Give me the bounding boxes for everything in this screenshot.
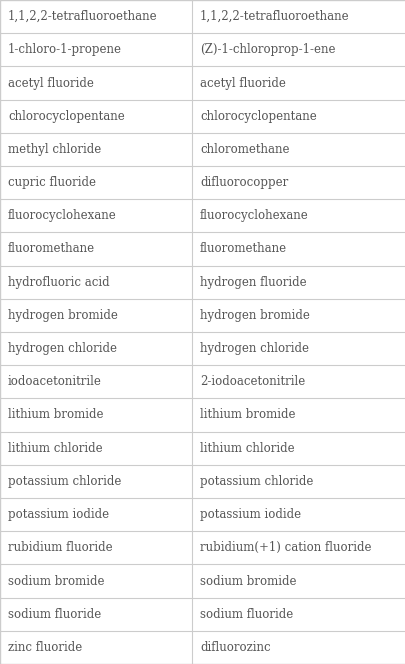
Text: sodium bromide: sodium bromide bbox=[200, 574, 296, 588]
Text: zinc fluoride: zinc fluoride bbox=[8, 641, 82, 654]
Text: chlorocyclopentane: chlorocyclopentane bbox=[200, 110, 316, 123]
Text: lithium chloride: lithium chloride bbox=[200, 442, 294, 455]
Text: sodium fluoride: sodium fluoride bbox=[8, 608, 101, 621]
Text: potassium chloride: potassium chloride bbox=[8, 475, 121, 488]
Text: methyl chloride: methyl chloride bbox=[8, 143, 101, 156]
Text: rubidium fluoride: rubidium fluoride bbox=[8, 541, 112, 554]
Text: chlorocyclopentane: chlorocyclopentane bbox=[8, 110, 124, 123]
Text: sodium fluoride: sodium fluoride bbox=[200, 608, 292, 621]
Text: lithium bromide: lithium bromide bbox=[8, 408, 103, 422]
Text: hydrogen chloride: hydrogen chloride bbox=[8, 342, 117, 355]
Text: acetyl fluoride: acetyl fluoride bbox=[200, 76, 285, 90]
Text: iodoacetonitrile: iodoacetonitrile bbox=[8, 375, 102, 388]
Text: hydrogen fluoride: hydrogen fluoride bbox=[200, 276, 306, 289]
Text: acetyl fluoride: acetyl fluoride bbox=[8, 76, 94, 90]
Text: potassium chloride: potassium chloride bbox=[200, 475, 313, 488]
Text: hydrofluoric acid: hydrofluoric acid bbox=[8, 276, 109, 289]
Text: fluoromethane: fluoromethane bbox=[200, 242, 286, 256]
Text: potassium iodide: potassium iodide bbox=[8, 508, 109, 521]
Text: lithium chloride: lithium chloride bbox=[8, 442, 102, 455]
Text: sodium bromide: sodium bromide bbox=[8, 574, 104, 588]
Text: fluoromethane: fluoromethane bbox=[8, 242, 95, 256]
Text: hydrogen bromide: hydrogen bromide bbox=[8, 309, 117, 322]
Text: lithium bromide: lithium bromide bbox=[200, 408, 295, 422]
Text: hydrogen chloride: hydrogen chloride bbox=[200, 342, 308, 355]
Text: potassium iodide: potassium iodide bbox=[200, 508, 301, 521]
Text: chloromethane: chloromethane bbox=[200, 143, 289, 156]
Text: (Z)-1-chloroprop-1-ene: (Z)-1-chloroprop-1-ene bbox=[200, 43, 335, 56]
Text: cupric fluoride: cupric fluoride bbox=[8, 176, 96, 189]
Text: 2-iodoacetonitrile: 2-iodoacetonitrile bbox=[200, 375, 305, 388]
Text: 1-chloro-1-propene: 1-chloro-1-propene bbox=[8, 43, 121, 56]
Text: difluorocopper: difluorocopper bbox=[200, 176, 288, 189]
Text: 1,1,2,2-tetrafluoroethane: 1,1,2,2-tetrafluoroethane bbox=[8, 10, 157, 23]
Text: fluorocyclohexane: fluorocyclohexane bbox=[200, 209, 308, 222]
Text: fluorocyclohexane: fluorocyclohexane bbox=[8, 209, 117, 222]
Text: rubidium(+1) cation fluoride: rubidium(+1) cation fluoride bbox=[200, 541, 371, 554]
Text: difluorozinc: difluorozinc bbox=[200, 641, 270, 654]
Text: 1,1,2,2-tetrafluoroethane: 1,1,2,2-tetrafluoroethane bbox=[200, 10, 349, 23]
Text: hydrogen bromide: hydrogen bromide bbox=[200, 309, 309, 322]
